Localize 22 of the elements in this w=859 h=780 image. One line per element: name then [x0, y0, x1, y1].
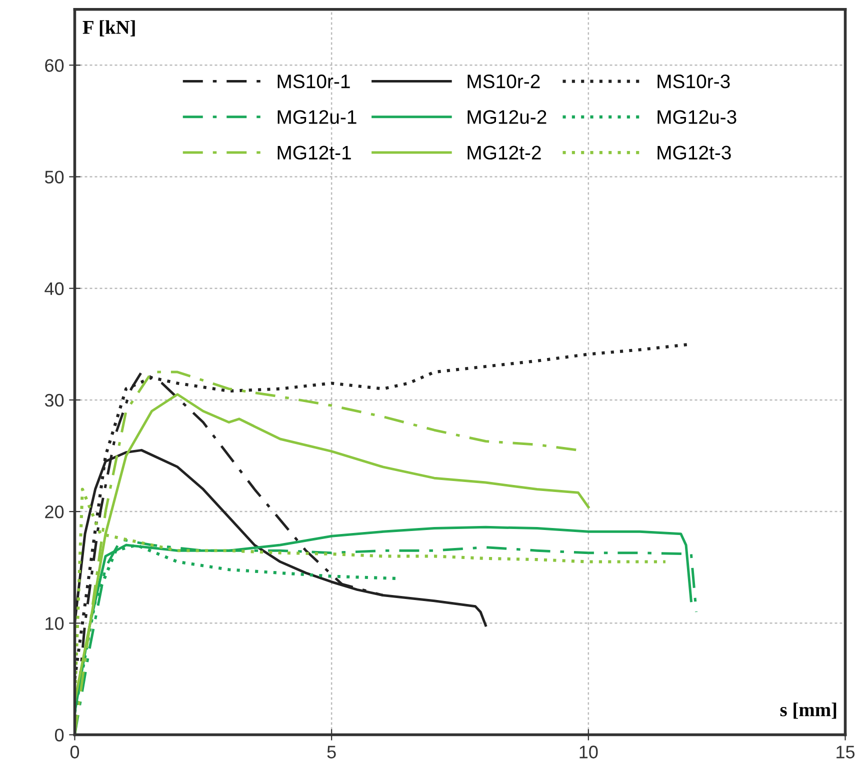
legend-label: MG12t-3	[658, 146, 731, 160]
y-tick-label: 50	[44, 170, 64, 184]
y-tick-label: 30	[44, 394, 64, 407]
legend-label: MS10r-1	[278, 74, 350, 88]
y-axis-title: F [kN]	[82, 20, 135, 36]
legend-label: MG12u-2	[468, 110, 546, 124]
legend-label: MG12u-1	[278, 110, 356, 124]
y-tick-label: 60	[45, 59, 64, 72]
legend-label: MG12t-2	[468, 146, 541, 160]
x-tick-label: 0	[70, 746, 80, 758]
y-tick-label: 0	[54, 728, 64, 742]
legend-label: MG12u-3	[658, 110, 736, 124]
legend-label: MS10r-3	[658, 74, 730, 88]
legend-label: MG12t-1	[278, 146, 351, 160]
y-tick-label: 40	[44, 282, 64, 296]
x-axis-title: s [mm]	[780, 702, 836, 719]
x-tick-label: 15	[836, 746, 855, 758]
x-tick-label: 5	[327, 746, 336, 758]
legend-label: MS10r-2	[468, 74, 540, 88]
y-tick-label: 10	[46, 617, 64, 630]
y-tick-label: 20	[45, 505, 64, 518]
x-tick-label: 10	[580, 746, 598, 758]
